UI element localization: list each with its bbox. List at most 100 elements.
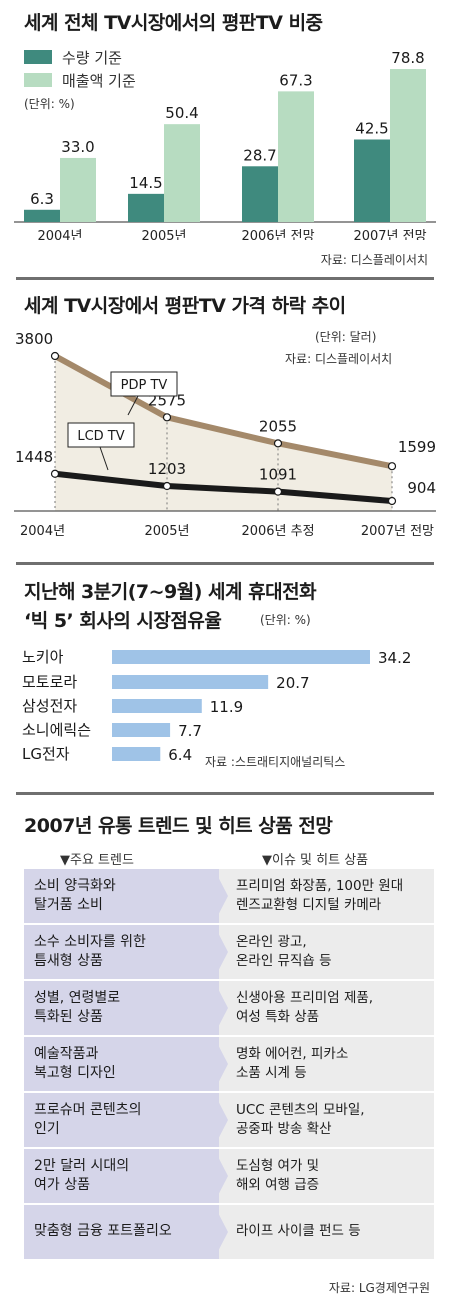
- share-data-label: 67.3: [279, 71, 312, 89]
- trend-cell: [24, 925, 219, 979]
- product-text-line: 도심형 여가 및: [236, 1158, 320, 1174]
- trend-text: 맞춤형 금융 포트폴리오: [34, 1222, 172, 1241]
- share-bar-chart: 6.3 33.0 2004년 14.5 50.4 2005년 28.7 67.3 2006년 전…: [14, 49, 436, 240]
- divider-3: [16, 792, 434, 795]
- pdp-point: [273, 439, 283, 448]
- mobile-share-unit: (단위: %): [260, 613, 311, 627]
- trend-text-line: 소비 양극화와: [34, 878, 116, 894]
- share-data-label: 28.7: [243, 146, 276, 164]
- lcd-data-label: 904: [407, 479, 436, 497]
- lcd-series-line: [54, 470, 393, 504]
- price-chart-unit: (단위: 달러): [315, 330, 377, 344]
- mobile-share-panel: 지난해 3분기(7~9월) 세계 휴대전화 ‘빅 5’ 회사의 시장점유율 (단…: [0, 565, 450, 793]
- pdp-point: [50, 351, 60, 361]
- mobile-category-label: 모토로라: [22, 673, 77, 691]
- pdp-data-label: 3800: [15, 330, 53, 348]
- price-chart-title: 세계 TV시장에서 평판TV 가격 하락 추이: [24, 295, 346, 317]
- trend-cell: [24, 981, 219, 1035]
- trends-panel: 2007년 유통 트렌드 및 히트 상품 전망 ▼주요 트렌드 ▼이슈 및 히트…: [0, 795, 450, 1303]
- lcd-data-label: 1448: [15, 448, 53, 466]
- product-text-line: 공중파 방송 확산: [236, 1121, 332, 1137]
- trend-arrow-tip: [214, 981, 228, 1035]
- price-chart-panel: 세계 TV시장에서 평판TV 가격 하락 추이 (단위: 달러) 자료: 디스플…: [0, 280, 450, 562]
- pdp-callout-box: [110, 371, 178, 397]
- trend-cell: [24, 1149, 219, 1203]
- lcd-series-name: LCD TV: [77, 429, 124, 444]
- product-text-line: 명화 에어컨, 피카소: [236, 1046, 349, 1062]
- share-data-label: 14.5: [129, 174, 162, 192]
- product-text: 명화 에어컨, 피카소 소품 시계 등: [236, 1045, 348, 1083]
- trend-product-cell: [214, 981, 434, 1035]
- share-chart-title: 세계 전체 TV시장에서의 평판TV 비중: [24, 12, 323, 34]
- share-bar-quantity-2: [242, 166, 278, 222]
- share-data-label: 6.3: [30, 190, 54, 208]
- share-chart-source: 자료: 디스플레이서치: [320, 253, 428, 267]
- pdp-point: [162, 413, 172, 422]
- mobile-share-bar-4: [112, 747, 161, 761]
- trend-arrow-tip: [214, 1093, 228, 1147]
- mobile-data-label: 6.4: [168, 746, 192, 764]
- pdp-data-label: 2055: [259, 417, 297, 435]
- trend-cell: [24, 1093, 219, 1147]
- product-text: 프리미엄 화장품, 100만 원대 렌즈교환형 디지털 카메라: [236, 877, 403, 915]
- trend-text-line: 탈거품 소비: [34, 897, 103, 913]
- share-bar-quantity-0: [24, 209, 60, 222]
- trend-product-cell: [214, 1205, 434, 1259]
- trend-product-cell: [214, 1037, 434, 1091]
- trend-product-cell: [214, 1149, 434, 1203]
- product-text: UCC 콘텐츠의 모바일, 공중파 방송 확산: [236, 1101, 365, 1139]
- price-chart-source: 자료: 디스플레이서치: [285, 352, 393, 366]
- mobile-data-label: 20.7: [276, 674, 309, 692]
- trend-text-line: 복고형 디자인: [34, 1065, 116, 1081]
- trend-text-line: 성별, 연령별로: [34, 990, 121, 1006]
- trends-title: 2007년 유통 트렌드 및 히트 상품 전망: [24, 815, 333, 837]
- product-text: 온라인 광고, 온라인 뮤직숍 등: [236, 933, 332, 971]
- product-text-line: 여성 특화 상품: [236, 1009, 320, 1025]
- product-text: 라이프 사이클 펀드 등: [236, 1222, 361, 1241]
- mobile-data-label: 11.9: [210, 698, 243, 716]
- product-text-line: 온라인 광고,: [236, 934, 307, 950]
- product-text-line: 해외 여행 급증: [236, 1177, 320, 1193]
- trend-text-line: 프로슈머 콘텐츠의: [34, 1102, 142, 1118]
- legend-label-quantity: 수량 기준: [62, 49, 122, 67]
- trend-arrow-tip: [214, 1037, 228, 1091]
- pdp-series-name: PDP TV: [121, 378, 168, 393]
- trend-text-line: 맞춤형 금융 포트폴리오: [34, 1223, 172, 1239]
- mobile-share-bar-0: [112, 650, 370, 664]
- trends-source: 자료: LG경제연구원: [328, 1281, 430, 1295]
- divider-1: [16, 277, 434, 280]
- trend-text-line: 인기: [34, 1121, 60, 1137]
- trend-arrow-tip: [214, 1149, 228, 1203]
- trend-text-line: 예술작품과: [34, 1046, 99, 1062]
- trend-arrow-tip: [214, 1205, 228, 1259]
- share-x-tick-label: 2006년 전망: [241, 229, 314, 240]
- lcd-point: [50, 469, 60, 478]
- mobile-category-label: LG전자: [22, 745, 70, 763]
- product-text-line: 라이프 사이클 펀드 등: [236, 1223, 361, 1239]
- mobile-category-label: 삼성전자: [22, 697, 77, 715]
- trend-text-line: 특화된 상품: [34, 1009, 103, 1025]
- product-text: 신생아용 프리미엄 제품, 여성 특화 상품: [236, 989, 373, 1027]
- trend-product-cell: [214, 869, 434, 923]
- mobile-category-label: 소니에릭슨: [22, 721, 91, 739]
- lcd-point: [387, 496, 397, 506]
- mobile-share-source: 자료 :스트래티지애널리틱스: [205, 755, 346, 769]
- mobile-share-bar-1: [112, 675, 269, 689]
- mobile-share-bar-chart: 노키아 34.2 모토로라 20.7 삼성전자 11.9 소니에릭슨 7.7 LG전자 6.4: [22, 648, 411, 764]
- product-text-line: UCC 콘텐츠의 모바일,: [236, 1102, 365, 1118]
- share-x-tick-label: 2004년: [37, 229, 82, 240]
- trend-cell: [24, 1205, 219, 1259]
- trend-text-line: 소수 소비자를 위한: [34, 934, 146, 950]
- trend-text-line: 틈새형 상품: [34, 953, 103, 969]
- trends-left-header: ▼주요 트렌드: [60, 853, 134, 868]
- share-chart-unit: (단위: %): [24, 97, 75, 111]
- mobile-share-bar-2: [112, 699, 202, 713]
- price-x-tick-label: 2006년 추정: [241, 524, 314, 539]
